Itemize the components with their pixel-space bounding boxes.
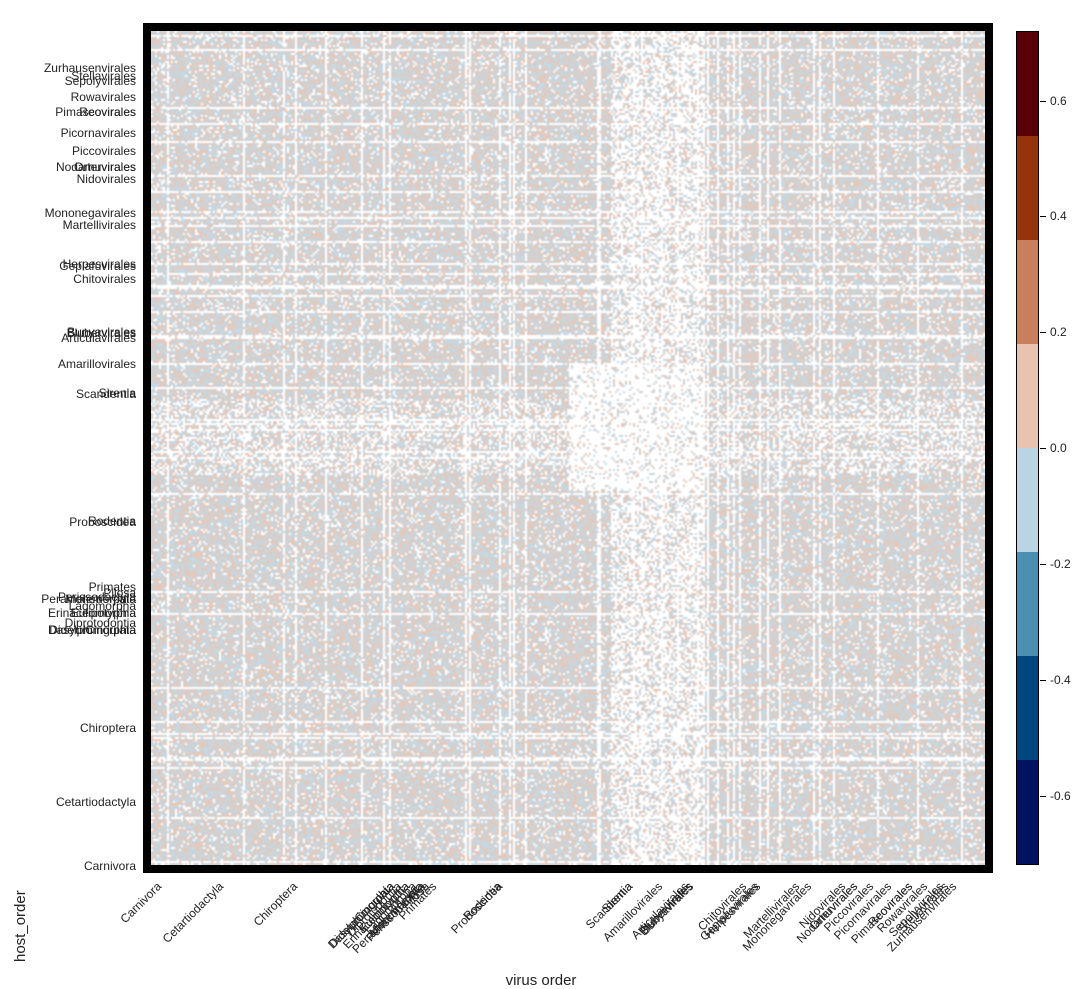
heatmap-canvas <box>151 31 985 865</box>
y-tick-label: Amarillovirales <box>57 357 136 371</box>
y-tick-label: Nodamuvirales <box>55 160 136 174</box>
y-tick-label: Piccovirales <box>71 144 136 158</box>
y-tick-label: Peramelemorphia <box>41 592 136 606</box>
colorbar-segment <box>1017 136 1038 240</box>
colorbar-tick-label: -0.6 <box>1050 788 1071 803</box>
y-tick-label: Pimascovirales <box>55 105 136 119</box>
y-tick-label: Geplafuvirales <box>59 259 136 273</box>
colorbar <box>1016 31 1039 865</box>
y-tick-label: Ortervirales <box>73 160 136 174</box>
y-tick-label: Nidovirales <box>76 172 136 186</box>
y-tick-label: Cetartiodactyla <box>55 795 136 809</box>
colorbar-tick <box>1040 563 1046 565</box>
y-tick-label: Chiroptera <box>79 721 136 735</box>
y-tick-label: Sirenia <box>98 386 136 400</box>
y-tick-label: Sepolyvirales <box>64 74 136 88</box>
y-tick-label: Articulavirales <box>61 331 136 345</box>
x-tick-label: Carnivora <box>117 879 165 926</box>
y-tick-label: Mononegavirales <box>44 206 136 220</box>
colorbar-segment <box>1017 32 1038 136</box>
y-tick-label: Erinaceomorpha <box>47 606 136 620</box>
colorbar-segment <box>1017 760 1038 864</box>
colorbar-segment <box>1017 656 1038 760</box>
y-axis-title-wrap: host_order <box>6 500 29 962</box>
y-tick-label: Zurhausenvirales <box>43 61 136 75</box>
y-tick-label: Rowavirales <box>70 90 136 104</box>
y-tick-label: Picornavirales <box>60 126 136 140</box>
y-tick-label: Didelphimorphia <box>49 623 136 637</box>
y-tick-label: Proboscidea <box>69 515 136 529</box>
colorbar-tick <box>1040 100 1046 102</box>
y-tick-label: Stellavirales <box>71 69 136 83</box>
colorbar-tick-label: -0.4 <box>1050 672 1071 687</box>
y-tick-label: Eulipotyphla <box>70 606 136 620</box>
x-tick-label: Chiroptera <box>250 879 301 929</box>
y-tick-label: Lagomorpha <box>68 599 136 613</box>
y-tick-label: Primates <box>88 580 136 594</box>
y-tick-label: Rodentia <box>87 514 136 528</box>
heatmap-cells <box>151 31 985 865</box>
y-tick-label: Cingulata <box>85 623 136 637</box>
y-tick-label: Chitovirales <box>73 272 136 286</box>
y-tick-label: Perissodactyla <box>57 590 136 604</box>
x-tick-label: Proboscidea <box>448 879 506 937</box>
heatmap-frame <box>143 23 993 873</box>
y-tick-label: Carnivora <box>83 859 136 873</box>
y-tick-label: Pilosa <box>103 586 136 600</box>
y-tick-label: Scandentia <box>75 387 136 401</box>
colorbar-tick-label: 0.2 <box>1050 325 1067 340</box>
colorbar-segment <box>1017 552 1038 656</box>
colorbar-tick <box>1040 795 1046 797</box>
colorbar-segment <box>1017 448 1038 552</box>
y-axis-title: host_order <box>12 890 29 962</box>
y-tick-label: Dasyuromorphia <box>47 623 136 637</box>
colorbar-segment <box>1017 240 1038 344</box>
y-tick-label: Blubervirales <box>66 326 136 340</box>
colorbar-tick <box>1040 216 1046 218</box>
colorbar-segment <box>1017 344 1038 448</box>
colorbar-tick-label: 0.6 <box>1050 93 1067 108</box>
y-tick-label: Martellivirales <box>62 218 136 232</box>
colorbar-tick <box>1040 679 1046 681</box>
y-tick-label: Reovirales <box>79 105 136 119</box>
y-tick-label: Bunyavirales <box>67 325 136 339</box>
colorbar-tick-label: -0.2 <box>1050 556 1071 571</box>
colorbar-tick <box>1040 448 1046 449</box>
y-tick-label: Herpesvirales <box>62 257 136 271</box>
colorbar-tick-label: 0.4 <box>1050 209 1067 224</box>
y-tick-label: Diprotodontia <box>64 616 136 630</box>
x-tick-label: Cetartiodactyla <box>159 879 227 946</box>
y-tick-label: Monotremata <box>65 592 136 606</box>
colorbar-tick-label: 0.0 <box>1050 441 1067 455</box>
x-axis-title: virus order <box>505 972 577 989</box>
colorbar-tick <box>1040 332 1046 334</box>
